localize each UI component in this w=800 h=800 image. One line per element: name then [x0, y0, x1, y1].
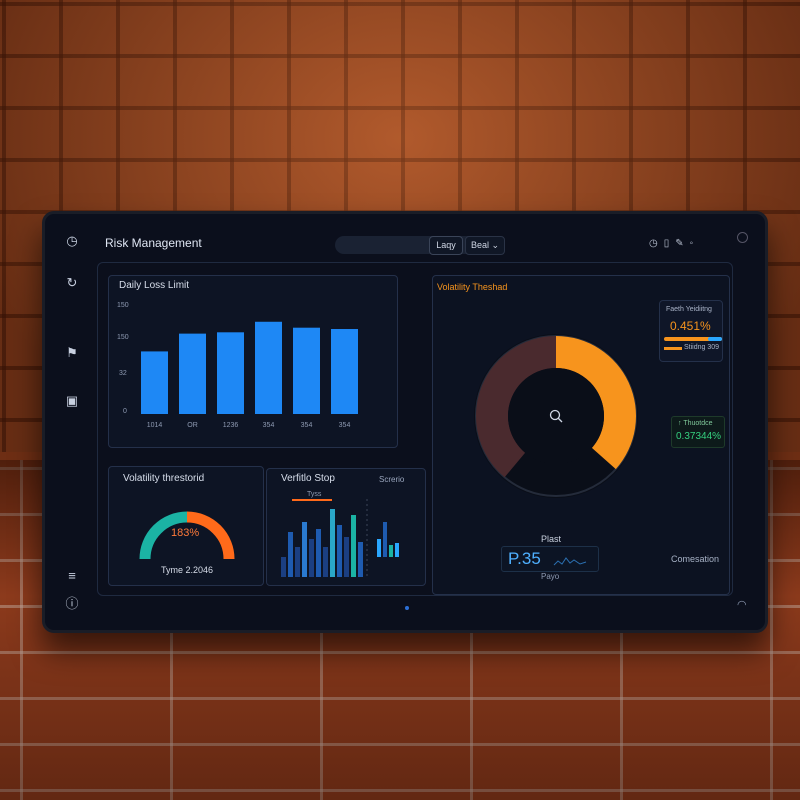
- bar[interactable]: [141, 351, 168, 414]
- x-tick-label: 1236: [223, 422, 239, 429]
- y-tick: 150: [117, 334, 129, 341]
- plast-label: Plast: [541, 534, 562, 544]
- big-value-box: P.35: [501, 546, 599, 572]
- refresh-icon[interactable]: ↻: [66, 275, 78, 290]
- bar[interactable]: [344, 537, 349, 577]
- daily-loss-title: Daily Loss Limit: [119, 280, 190, 291]
- back-icon[interactable]: ◷: [66, 233, 78, 248]
- gauge-fill-arc: [556, 336, 636, 470]
- corner-label: Comesation: [671, 554, 720, 564]
- stiidng-bar: [664, 347, 682, 350]
- bar[interactable]: [331, 329, 358, 414]
- big-value-sub: Payo: [541, 572, 560, 581]
- sparkline-line: [553, 557, 587, 566]
- bar[interactable]: [351, 515, 356, 577]
- bar[interactable]: [377, 539, 381, 557]
- volatility-large-gauge: [474, 334, 638, 498]
- bar[interactable]: [281, 557, 286, 577]
- sidebar: ◷ ↻ ⚑ ▣ ≡ ⓘ: [45, 214, 99, 630]
- toolbar-button-2[interactable]: Beal ⌄: [465, 236, 505, 255]
- search-icon[interactable]: [549, 409, 561, 421]
- dashboard-frame: Daily Loss Limit 150 150 32 0 1014 OR 1236…: [97, 262, 733, 596]
- yield-value: 0.451%: [670, 319, 711, 333]
- volatility-small-value: 183%: [171, 527, 200, 539]
- bar[interactable]: [330, 509, 335, 577]
- portfolio-stop-panel: Verfitlo Stop Screrio Tyss: [266, 468, 426, 586]
- mini-indicator: [292, 499, 332, 501]
- more-icon[interactable]: ◦: [689, 238, 700, 249]
- y-tick: 32: [119, 370, 127, 377]
- portfolio-chart: [281, 499, 399, 577]
- mini-label: Tyss: [307, 491, 322, 498]
- bar[interactable]: [179, 333, 206, 414]
- daily-loss-chart: 1014 OR 1236 354 354 354: [141, 321, 358, 429]
- user-icon[interactable]: ◠: [737, 599, 747, 611]
- volatility-small-panel: Volatility threstorid 183% Tyme 2.2046: [108, 466, 264, 586]
- threshold-widget[interactable]: ↑ Thuotdce 0.37344%: [671, 416, 725, 448]
- bar[interactable]: [293, 327, 320, 414]
- portfolio-tag[interactable]: Screrio: [379, 475, 405, 484]
- tablet-device: ◷ ↻ ⚑ ▣ ≡ ⓘ Risk Management Laqy Beal ⌄ …: [42, 211, 768, 633]
- yield-label: Faeth Yeidiitng: [666, 306, 712, 313]
- volatility-small-title: Volatility threstorid: [123, 473, 205, 484]
- bar[interactable]: [358, 542, 363, 577]
- yield-bar: [664, 337, 722, 341]
- camera-dot: [737, 232, 748, 243]
- top-icons-group: ◷▯✎◦: [649, 238, 699, 249]
- bar[interactable]: [288, 532, 293, 577]
- x-tick-label: OR: [187, 422, 198, 429]
- sparkline: [553, 557, 587, 566]
- bar[interactable]: [302, 522, 307, 577]
- stiidng-label: Stiidng 309: [684, 344, 720, 351]
- alert-icon[interactable]: ⚑: [66, 345, 78, 360]
- menu-icon[interactable]: ≡: [68, 568, 76, 583]
- bar[interactable]: [316, 529, 321, 577]
- y-tick: 0: [123, 408, 127, 415]
- bar[interactable]: [383, 522, 387, 557]
- info-icon[interactable]: ⓘ: [65, 596, 79, 611]
- wallet-icon[interactable]: ▣: [65, 393, 79, 408]
- bar[interactable]: [337, 525, 342, 577]
- y-tick: 150: [117, 302, 129, 309]
- clock-icon[interactable]: ◷: [649, 238, 664, 249]
- gauge-teal-arc: [139, 511, 188, 560]
- gauge-orange-arc: [186, 511, 235, 560]
- x-tick-label: 354: [263, 422, 275, 429]
- bar[interactable]: [295, 547, 300, 577]
- yield-bar-tail: [708, 337, 722, 341]
- bar[interactable]: [323, 547, 328, 577]
- bar[interactable]: [255, 321, 282, 414]
- gauge-base-arc: [476, 336, 556, 478]
- x-tick-label: 1014: [147, 422, 163, 429]
- search-icon-handle: [557, 417, 563, 423]
- bar[interactable]: [309, 539, 314, 577]
- bar[interactable]: [395, 543, 399, 557]
- page-icon[interactable]: ▯: [663, 238, 676, 249]
- volatility-large-title: Volatility Theshad: [437, 282, 508, 292]
- bar[interactable]: [217, 332, 244, 414]
- threshold-label: ↑ Thuotdce: [678, 420, 713, 427]
- portfolio-title: Verfitlo Stop: [281, 473, 335, 484]
- daily-loss-panel: Daily Loss Limit 150 150 32 0 1014 OR 1236…: [108, 275, 398, 448]
- big-value: P.35: [508, 549, 541, 568]
- yield-widget[interactable]: Faeth Yeidiitng 0.451% Stiidng 309: [659, 300, 723, 362]
- x-tick-label: 354: [301, 422, 313, 429]
- threshold-value: 0.37344%: [676, 431, 722, 442]
- toolbar-button-1[interactable]: Laqy: [429, 236, 463, 255]
- volatility-small-sub: Tyme 2.2046: [161, 565, 214, 575]
- edit-icon[interactable]: ✎: [675, 238, 690, 249]
- gauge-center: [508, 368, 604, 464]
- volatility-small-gauge: [139, 511, 235, 560]
- app-title: Risk Management: [105, 236, 202, 250]
- bar[interactable]: [389, 545, 393, 557]
- volatility-large-panel: Volatility Theshad Faeth Yeidiitng 0.451…: [432, 275, 730, 595]
- x-tick-label: 354: [339, 422, 351, 429]
- page-indicator: [405, 606, 409, 610]
